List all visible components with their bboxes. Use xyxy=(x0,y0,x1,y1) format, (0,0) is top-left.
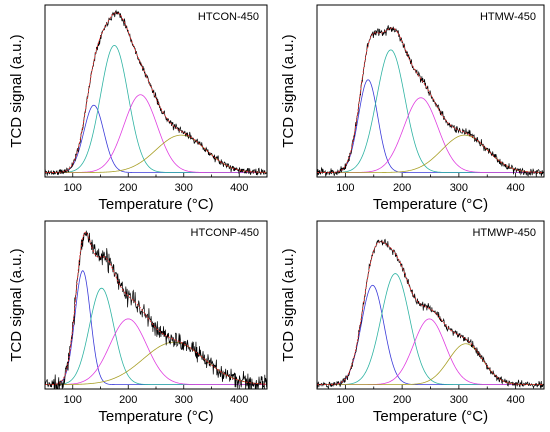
y-axis-title: TCD signal (a.u.) xyxy=(280,34,297,147)
x-tick-label: 200 xyxy=(119,394,137,406)
plot-frame xyxy=(316,220,545,390)
x-tick-label: 300 xyxy=(450,182,468,194)
x-tick-label: 200 xyxy=(119,182,137,194)
x-tick-label: 100 xyxy=(64,182,82,194)
x-axis-title: Temperature (°C) xyxy=(373,196,488,213)
x-axis-title: Temperature (°C) xyxy=(98,408,213,425)
y-axis-title: TCD signal (a.u.) xyxy=(8,248,25,361)
x-tick-label: 100 xyxy=(336,182,354,194)
peak-3-curve xyxy=(45,318,267,386)
fit-envelope xyxy=(317,241,544,386)
chart-panel-3: 100 200 300 400 Temperature (°C) TCD signal (… xyxy=(8,220,268,425)
x-tick-label: 100 xyxy=(336,394,354,406)
plot-area xyxy=(45,9,267,176)
fit-envelope xyxy=(45,231,267,386)
peak-1-curve xyxy=(45,104,267,173)
panel-title: HTCON-450 xyxy=(198,11,259,23)
panel-title: HTCONP-450 xyxy=(191,227,259,239)
chart-panel-4: 100 200 300 400 Temperature (°C) TCD signal (… xyxy=(280,220,545,425)
x-tick-label: 200 xyxy=(393,394,411,406)
x-tick-label: 200 xyxy=(393,182,411,194)
plot-area xyxy=(45,230,267,389)
plot-area xyxy=(317,238,544,389)
experimental-trace xyxy=(45,9,267,176)
peak-1-curve xyxy=(317,284,544,386)
panel-title: HTMWP-450 xyxy=(472,227,536,239)
peak-3-curve xyxy=(317,97,544,173)
y-axis-title: TCD signal (a.u.) xyxy=(8,34,25,147)
x-tick-label: 400 xyxy=(506,394,524,406)
fit-envelope xyxy=(317,27,544,173)
x-axis-title: Temperature (°C) xyxy=(373,408,488,425)
fit-envelope xyxy=(45,12,267,173)
peak-3-curve xyxy=(45,94,267,173)
x-tick-label: 400 xyxy=(230,394,248,406)
chart-panel-2: 100 200 300 400 Temperature (°C) TCD signal (… xyxy=(280,4,545,213)
peak-2-curve xyxy=(45,287,267,386)
x-axis-title: Temperature (°C) xyxy=(98,196,213,213)
experimental-trace xyxy=(45,230,267,389)
peak-4-curve xyxy=(317,343,544,386)
x-tick-label: 300 xyxy=(450,394,468,406)
x-tick-label: 400 xyxy=(506,182,524,194)
experimental-trace xyxy=(317,25,544,177)
x-tick-label: 400 xyxy=(230,182,248,194)
plot-area xyxy=(317,25,544,177)
x-tick-label: 100 xyxy=(64,394,82,406)
x-tick-label: 300 xyxy=(175,182,193,194)
y-axis-title: TCD signal (a.u.) xyxy=(280,248,297,361)
experimental-trace xyxy=(317,238,544,389)
peak-3-curve xyxy=(317,318,544,386)
x-tick-label: 300 xyxy=(175,394,193,406)
chart-panel-1: 100 200 300 400 Temperature (°C) TCD signal (… xyxy=(8,4,268,213)
panel-title: HTMW-450 xyxy=(480,11,536,23)
